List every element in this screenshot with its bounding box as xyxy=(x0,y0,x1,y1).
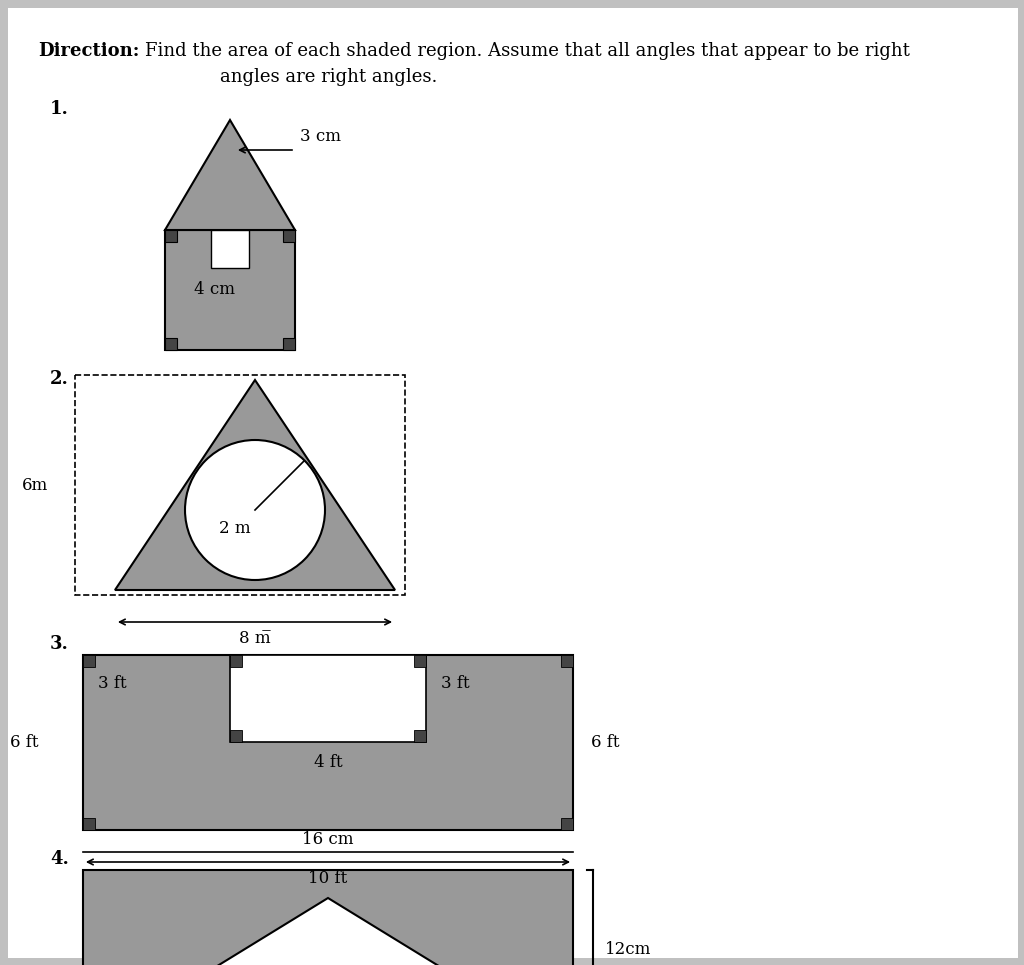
Text: 4 cm: 4 cm xyxy=(195,282,236,298)
Bar xyxy=(561,818,573,830)
Text: 1.: 1. xyxy=(50,100,69,118)
Polygon shape xyxy=(165,120,295,230)
Bar xyxy=(165,230,295,350)
Bar xyxy=(75,375,406,595)
Bar xyxy=(83,870,573,965)
Text: 16 cm: 16 cm xyxy=(302,831,353,848)
Text: 8 m̅: 8 m̅ xyxy=(240,630,270,647)
Text: 3.: 3. xyxy=(50,635,69,653)
Text: angles are right angles.: angles are right angles. xyxy=(220,68,437,86)
Text: 6m: 6m xyxy=(22,477,48,493)
Text: 4.: 4. xyxy=(50,850,69,868)
Text: 2 m: 2 m xyxy=(219,520,251,537)
Text: 6 ft: 6 ft xyxy=(591,734,620,751)
Bar xyxy=(83,655,95,667)
Bar xyxy=(414,655,426,667)
Bar xyxy=(165,230,177,242)
Polygon shape xyxy=(113,898,543,965)
Bar xyxy=(211,230,249,268)
Bar xyxy=(283,230,295,242)
Bar xyxy=(230,655,242,667)
Text: 3 cm: 3 cm xyxy=(300,128,341,145)
Bar xyxy=(83,818,95,830)
Text: 3 ft: 3 ft xyxy=(98,675,127,692)
Bar xyxy=(561,655,573,667)
Bar xyxy=(283,338,295,350)
Text: 6 ft: 6 ft xyxy=(9,734,38,751)
Bar xyxy=(230,730,242,742)
Text: 3 ft: 3 ft xyxy=(441,675,470,692)
Bar xyxy=(414,730,426,742)
Bar xyxy=(83,655,573,830)
Text: 4 ft: 4 ft xyxy=(313,754,342,771)
Text: 10 ft: 10 ft xyxy=(308,870,347,887)
Circle shape xyxy=(185,440,325,580)
Text: 12cm: 12cm xyxy=(605,942,651,958)
Polygon shape xyxy=(115,380,395,590)
Bar xyxy=(165,338,177,350)
Text: Direction:: Direction: xyxy=(38,42,139,60)
Bar xyxy=(230,655,426,742)
Text: Find the area of each shaded region. Assume that all angles that appear to be ri: Find the area of each shaded region. Ass… xyxy=(145,42,910,60)
Text: 2.: 2. xyxy=(50,370,69,388)
